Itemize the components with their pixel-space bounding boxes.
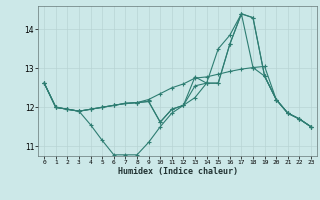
X-axis label: Humidex (Indice chaleur): Humidex (Indice chaleur) — [118, 167, 238, 176]
